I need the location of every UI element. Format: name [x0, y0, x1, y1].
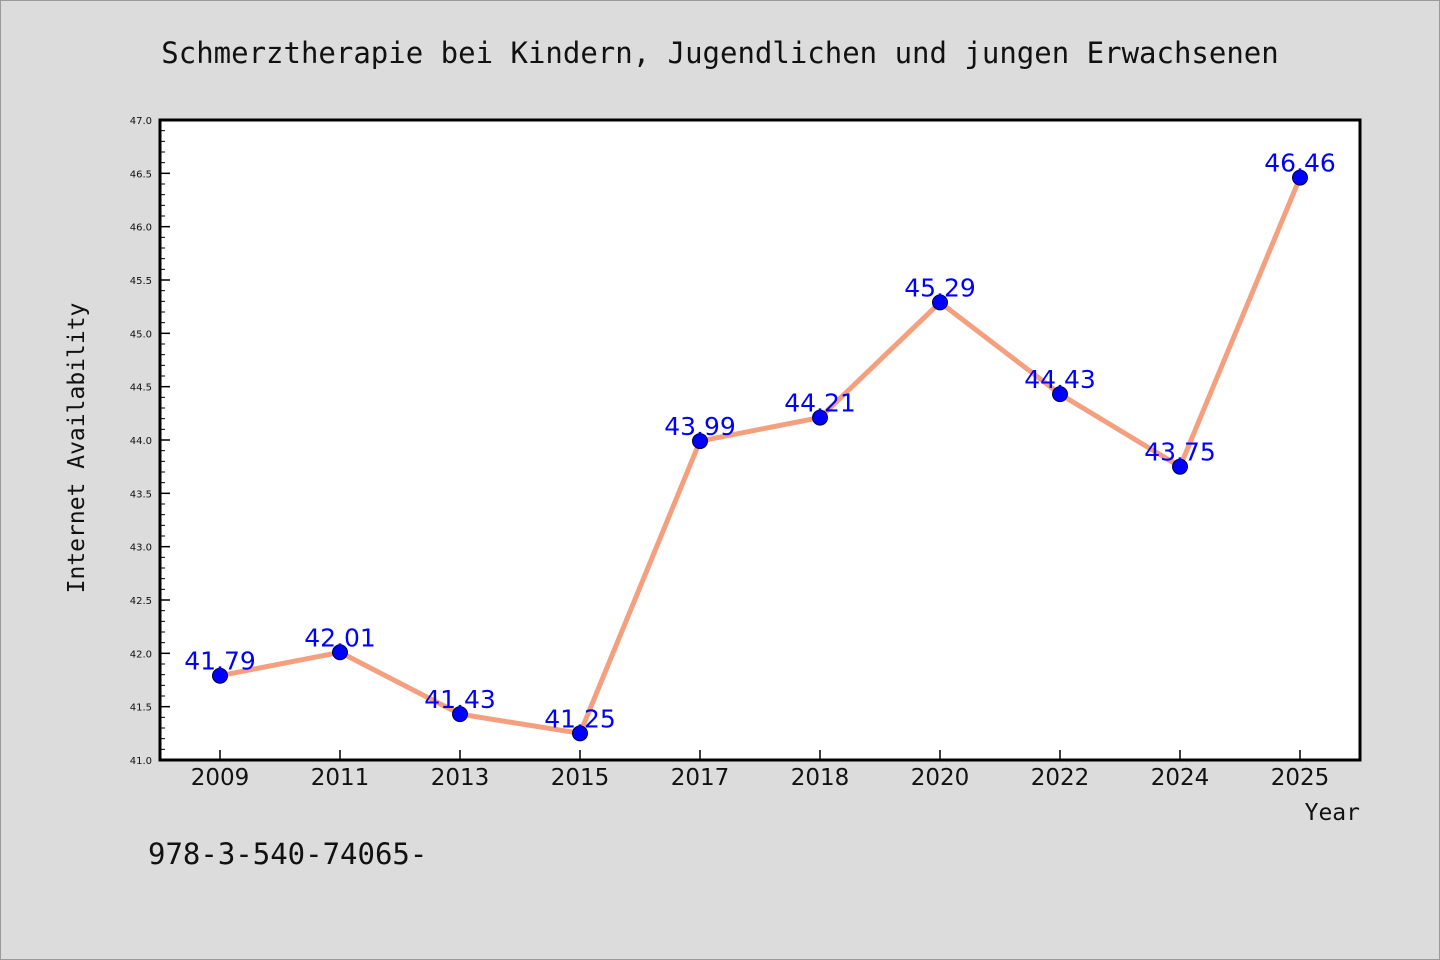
x-tick-label: 2024	[1151, 765, 1210, 791]
data-label: 41.25	[544, 704, 616, 733]
x-tick-label: 2025	[1271, 765, 1330, 791]
y-tick-label: 43.0	[130, 543, 152, 554]
y-tick-label: 42.5	[130, 596, 152, 607]
y-tick-label: 45.5	[130, 276, 152, 287]
data-label: 44.21	[784, 389, 856, 418]
data-label: 45.29	[904, 273, 976, 302]
data-markers	[212, 169, 1308, 742]
y-tick-label: 44.0	[130, 436, 152, 447]
x-axis: 2009 2011 2013 2015 2017 2018 2020 2022 2024 2025	[191, 750, 1330, 791]
x-tick-label: 2017	[671, 765, 730, 791]
series-line	[217, 175, 1303, 736]
y-tick-label: 43.5	[130, 489, 152, 500]
y-tick-label: 41.5	[130, 703, 152, 714]
data-point	[1292, 169, 1308, 186]
y-tick-label: 42.0	[130, 649, 152, 660]
footer-code: 978-3-540-74065-	[148, 837, 427, 871]
y-tick-label: 46.0	[130, 223, 152, 234]
y-tick-label: 46.5	[130, 169, 152, 180]
y-tick-label: 41.0	[130, 756, 152, 767]
data-point	[452, 706, 468, 723]
x-tick-label: 2022	[1031, 765, 1090, 791]
data-point	[572, 725, 588, 742]
data-point	[332, 644, 348, 661]
data-label: 44.43	[1024, 365, 1096, 394]
data-label: 43.99	[664, 412, 736, 441]
x-tick-label: 2015	[551, 765, 610, 791]
x-tick-label: 2020	[911, 765, 970, 791]
data-label: 42.01	[304, 623, 376, 652]
x-tick-label: 2009	[191, 765, 250, 791]
data-label: 46.46	[1264, 149, 1336, 178]
x-tick-label: 2011	[311, 765, 370, 791]
y-axis: 41.0 41.5 42.0 42.5 43.0 43.5 44.0 44.5 45.0 45.5…	[130, 116, 170, 767]
data-label: 43.75	[1144, 438, 1216, 467]
data-labels: 41.79 42.01 41.43 41.25 43.99 44.21 45.29 44.43…	[184, 149, 1336, 734]
data-point	[932, 294, 948, 311]
data-point	[212, 667, 228, 684]
x-tick-label: 2018	[791, 765, 850, 791]
data-point	[812, 409, 828, 426]
plot-area	[158, 118, 1362, 762]
data-label: 41.79	[184, 647, 256, 676]
x-axis-label: Year	[1305, 800, 1360, 826]
data-point	[1052, 386, 1068, 403]
y-tick-label: 45.0	[130, 329, 152, 340]
x-tick-label: 2013	[431, 765, 490, 791]
data-point	[1172, 458, 1188, 475]
data-label: 41.43	[424, 685, 496, 714]
y-axis-label: Internet Availability	[64, 303, 90, 594]
data-point	[692, 433, 708, 450]
y-tick-label: 44.5	[130, 383, 152, 394]
chart-title: Schmerztherapie bei Kindern, Jugendliche…	[161, 36, 1278, 70]
y-tick-label: 47.0	[130, 116, 152, 127]
